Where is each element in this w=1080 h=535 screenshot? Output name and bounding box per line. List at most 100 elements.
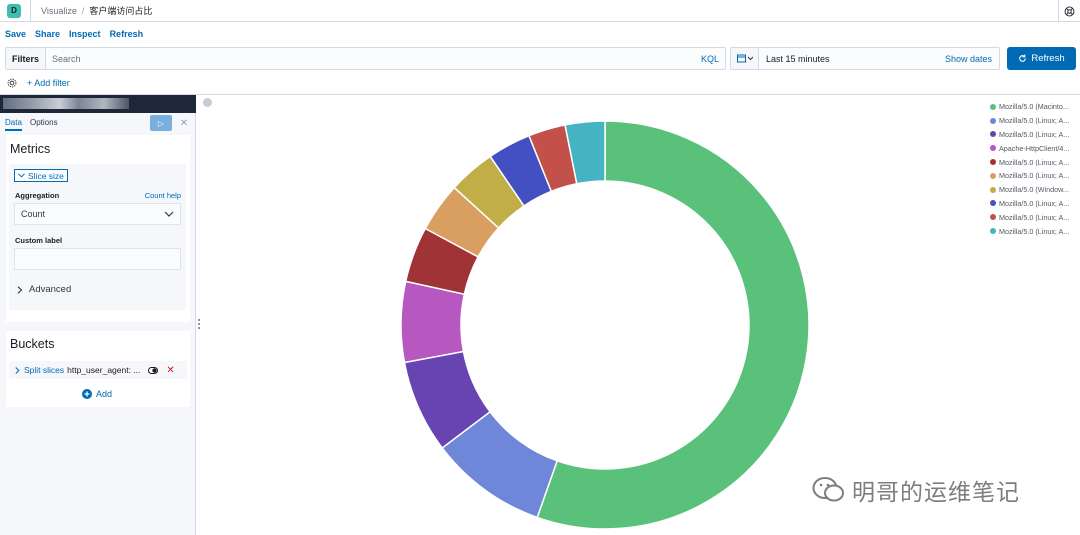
count-help-link[interactable]: Count help xyxy=(144,191,181,200)
legend-item[interactable]: Mozilla/5.0 (Linux; A... xyxy=(990,210,1080,224)
redacted-index-name xyxy=(3,98,129,109)
watermark-text: 明哥的运维笔记 xyxy=(852,480,1020,506)
advanced-label: Advanced xyxy=(29,284,72,295)
date-picker: Last 15 minutes Show dates xyxy=(730,47,1000,70)
query-bar: Filters Search KQL xyxy=(5,47,726,70)
refresh-link[interactable]: Refresh xyxy=(109,29,144,39)
toolbar-divider xyxy=(0,94,1080,95)
legend-label: Mozilla/5.0 (Linux; A... xyxy=(999,116,1070,126)
toggle-agg-icon[interactable] xyxy=(148,366,159,374)
legend-item[interactable]: Mozilla/5.0 (Linux; A... xyxy=(990,155,1080,169)
legend-item[interactable]: Mozilla/5.0 (Linux; A... xyxy=(990,128,1080,142)
custom-label-label: Custom label xyxy=(15,236,63,245)
chevron-right-icon xyxy=(17,285,23,294)
legend-label: Mozilla/5.0 (Linux; A... xyxy=(999,226,1070,236)
legend-item[interactable]: Mozilla/5.0 (Linux; A... xyxy=(990,114,1080,128)
legend-label: Mozilla/5.0 (Linux; A... xyxy=(999,157,1070,167)
refresh-button-label: Refresh xyxy=(1031,53,1065,64)
share-link[interactable]: Share xyxy=(35,29,61,39)
editor-tabs: Data Options xyxy=(0,115,196,131)
advanced-toggle[interactable]: Advanced xyxy=(17,284,71,295)
breadcrumb-visualize[interactable]: Visualize xyxy=(41,5,77,16)
chevron-down-icon xyxy=(18,173,25,178)
filters-button[interactable]: Filters xyxy=(6,48,47,69)
legend-item[interactable]: Mozilla/5.0 (Macinto... xyxy=(990,100,1080,114)
legend-item[interactable]: Mozilla/5.0 (Window... xyxy=(990,183,1080,197)
legend-label: Mozilla/5.0 (Window... xyxy=(999,185,1069,195)
add-bucket-button[interactable]: Add xyxy=(82,389,112,399)
legend-color-dot xyxy=(990,200,996,207)
pie-slice[interactable] xyxy=(536,120,810,530)
add-filter-link[interactable]: + Add filter xyxy=(27,78,70,88)
metrics-title: Metrics xyxy=(10,142,51,156)
wechat-logo-icon xyxy=(812,477,844,502)
legend-color-dot xyxy=(990,117,996,124)
help-menu-icon[interactable] xyxy=(1058,0,1080,22)
inspect-link[interactable]: Inspect xyxy=(69,29,101,39)
sidebar-resize-handle-icon[interactable] xyxy=(197,317,201,331)
tab-data[interactable]: Data xyxy=(5,118,22,131)
top-nav-menu: Save Share Inspect Refresh xyxy=(5,29,152,39)
legend-color-dot xyxy=(990,145,996,152)
search-input[interactable]: Search xyxy=(52,53,81,64)
top-header: D Visualize / 客户端访问占比 xyxy=(0,0,1080,22)
pie-slice[interactable] xyxy=(564,120,606,185)
legend-color-dot xyxy=(990,186,996,193)
pie-slice[interactable] xyxy=(400,280,466,364)
aggregation-value: Count xyxy=(21,209,46,219)
gear-icon[interactable] xyxy=(7,78,17,88)
legend-label: Mozilla/5.0 (Linux; A... xyxy=(999,212,1070,222)
discard-changes-icon[interactable]: ✕ xyxy=(179,117,189,129)
apply-changes-button[interactable]: ▷ xyxy=(150,115,172,131)
collapse-sidebar-icon[interactable] xyxy=(203,98,212,107)
add-label: Add xyxy=(96,389,113,399)
tab-options[interactable]: Options xyxy=(30,118,58,127)
buckets-title: Buckets xyxy=(10,337,55,351)
legend-color-dot xyxy=(990,214,996,221)
bucket-split-slices[interactable]: Split slices http_user_agent: ... ✕ xyxy=(9,361,187,379)
legend-item[interactable]: Mozilla/5.0 (Linux; A... xyxy=(990,224,1080,238)
legend-label: Mozilla/5.0 (Linux; A... xyxy=(999,129,1070,139)
slice-size-label: Slice size xyxy=(28,170,64,181)
legend-color-dot xyxy=(990,172,996,179)
breadcrumb-separator: / xyxy=(81,5,85,16)
time-range-text[interactable]: Last 15 minutes xyxy=(766,53,830,64)
filter-row: + Add filter xyxy=(7,77,70,89)
slice-size-toggle[interactable]: Slice size xyxy=(14,169,68,182)
legend-label: Mozilla/5.0 (Linux; A... xyxy=(999,171,1070,181)
legend-color-dot xyxy=(990,103,996,110)
quick-select-button[interactable] xyxy=(731,48,759,69)
editor-sidebar: Data Options ▷ ✕ Metrics Slice size Aggr… xyxy=(0,95,196,535)
metrics-panel: Metrics Slice size Aggregation Count hel… xyxy=(6,135,190,322)
legend-item[interactable]: Mozilla/5.0 (Linux; A... xyxy=(990,169,1080,183)
pie-chart xyxy=(400,120,810,530)
save-link[interactable]: Save xyxy=(5,29,27,39)
chevron-right-icon xyxy=(15,366,20,374)
legend-label: Mozilla/5.0 (Macinto... xyxy=(999,102,1069,112)
refresh-icon xyxy=(1019,54,1027,62)
custom-label-input[interactable] xyxy=(14,248,181,270)
header-separator xyxy=(30,0,31,22)
legend-color-dot xyxy=(990,131,996,138)
buckets-panel: Buckets Split slices http_user_agent: ..… xyxy=(6,331,190,407)
chart-legend: Mozilla/5.0 (Macinto... Mozilla/5.0 (Linu… xyxy=(990,100,1080,238)
wechat-watermark: 明哥的运维笔记 xyxy=(812,473,1020,507)
metric-agg-box: Slice size Aggregation Count help Count … xyxy=(9,164,186,310)
split-slices-label[interactable]: Split slices xyxy=(24,365,65,375)
aggregation-label: Aggregation xyxy=(15,191,60,200)
remove-agg-icon[interactable]: ✕ xyxy=(166,364,175,376)
legend-item[interactable]: Apache-HttpClient/4... xyxy=(990,141,1080,155)
legend-item[interactable]: Mozilla/5.0 (Linux; A... xyxy=(990,197,1080,211)
split-field-value: http_user_agent: ... xyxy=(67,365,141,375)
kibana-logo-icon[interactable]: D xyxy=(7,3,21,18)
legend-color-dot xyxy=(990,228,996,235)
breadcrumb-current-page: 客户端访问占比 xyxy=(89,6,153,16)
chevron-down-icon xyxy=(164,211,174,217)
show-dates-link[interactable]: Show dates xyxy=(944,53,992,64)
calendar-icon xyxy=(736,54,753,63)
kql-language-toggle[interactable]: KQL xyxy=(700,53,719,64)
legend-label: Mozilla/5.0 (Linux; A... xyxy=(999,198,1070,208)
refresh-button[interactable]: Refresh xyxy=(1007,47,1076,70)
aggregation-select[interactable]: Count xyxy=(14,203,181,225)
index-pattern-bar xyxy=(0,95,196,113)
